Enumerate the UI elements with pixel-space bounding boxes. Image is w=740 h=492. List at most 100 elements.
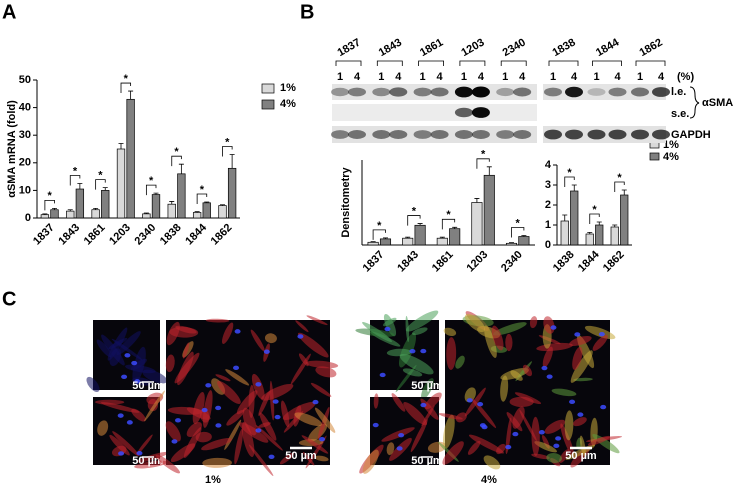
- blot-band: [348, 130, 366, 139]
- strain-label: 1861: [418, 36, 445, 59]
- blot-band: [430, 87, 449, 97]
- error-bar: [587, 232, 593, 234]
- error-bar: [562, 214, 568, 221]
- blot-band: [389, 130, 408, 139]
- significance-label: *: [225, 136, 230, 148]
- cell: [202, 457, 232, 468]
- nucleus: [538, 430, 545, 435]
- cell: [100, 402, 140, 413]
- significance-label: *: [124, 73, 129, 85]
- significance-bracket: [564, 176, 575, 187]
- cell: [383, 317, 397, 327]
- blot-band: [608, 129, 627, 140]
- blot-band: [544, 129, 562, 140]
- cell: [373, 393, 379, 409]
- cell: [248, 444, 274, 477]
- cell: [386, 348, 412, 357]
- cell: [564, 410, 574, 441]
- strain-label: 1837: [335, 36, 362, 59]
- x-tick-label: 1837: [361, 249, 387, 275]
- cell: [542, 346, 553, 368]
- cell: [410, 419, 428, 453]
- nucleus: [319, 436, 326, 442]
- nucleus: [577, 412, 584, 417]
- bar: [101, 190, 110, 219]
- strain-label: 1862: [637, 36, 664, 59]
- cell: [236, 390, 258, 415]
- cell: [259, 412, 277, 441]
- legend-label: 1%: [663, 139, 679, 151]
- bar: [471, 202, 483, 246]
- scale-bar-label: 50 µm: [411, 455, 443, 467]
- nucleus: [121, 374, 128, 379]
- nucleus: [409, 348, 416, 354]
- significance-bracket: [407, 215, 421, 226]
- nucleus: [384, 326, 391, 332]
- cell: [297, 332, 329, 358]
- cell: [467, 440, 481, 455]
- row-label: l.e.: [671, 86, 686, 98]
- row-label: GAPDH: [671, 129, 711, 141]
- error-bar: [521, 235, 527, 237]
- significance-label: *: [149, 175, 154, 187]
- legend-label: 1%: [280, 82, 296, 94]
- y-tick-label: 20: [19, 157, 31, 169]
- nucleus: [171, 439, 178, 444]
- cell: [464, 387, 476, 403]
- bar: [595, 224, 604, 246]
- cell: [165, 354, 175, 373]
- error-bar: [93, 207, 99, 210]
- nucleus: [297, 334, 304, 339]
- y-tick-label: 1: [545, 219, 551, 231]
- strain-label: 1843: [377, 36, 404, 59]
- bar: [66, 210, 75, 219]
- cell: [301, 435, 329, 454]
- y-tick-label: 40: [19, 102, 31, 114]
- nucleus: [124, 353, 131, 358]
- cell: [116, 331, 141, 355]
- cell: [202, 390, 213, 428]
- error-bar: [382, 237, 388, 239]
- nucleus: [215, 405, 222, 411]
- cell: [505, 417, 512, 455]
- nucleus: [481, 424, 488, 430]
- cell: [217, 380, 241, 404]
- nucleus: [215, 423, 222, 428]
- cell: [455, 355, 465, 369]
- legend-label: 4%: [663, 151, 679, 163]
- x-tick-label: 1838: [158, 222, 184, 248]
- cell: [543, 316, 555, 334]
- bar: [126, 98, 135, 219]
- error-bar: [77, 183, 83, 190]
- blot-band: [544, 87, 562, 97]
- cell: [175, 325, 197, 334]
- cell: [136, 434, 153, 455]
- cell: [279, 452, 295, 465]
- cell: [234, 428, 244, 465]
- nucleus: [546, 374, 553, 379]
- blot-band: [454, 86, 473, 98]
- cell: [131, 408, 146, 422]
- bar: [367, 241, 379, 246]
- lane-label: 1: [550, 71, 556, 83]
- significance-bracket: [614, 181, 625, 192]
- cell: [315, 366, 337, 378]
- error-bar: [42, 213, 48, 215]
- x-tick-label: 1843: [56, 222, 82, 248]
- nucleus: [598, 331, 605, 337]
- error-bar: [169, 201, 175, 205]
- significance-bracket: [196, 193, 208, 204]
- blot-band: [454, 107, 473, 118]
- y-tick-label: 50: [19, 74, 31, 86]
- bar: [414, 224, 426, 246]
- blot-band: [331, 87, 349, 97]
- nucleus: [234, 329, 241, 334]
- bar: [570, 190, 579, 246]
- x-tick-label: 1844: [576, 248, 602, 274]
- significance-label: *: [377, 220, 382, 232]
- significance-label: *: [73, 165, 78, 177]
- cell: [310, 382, 332, 397]
- nucleus: [126, 420, 133, 425]
- cell: [134, 460, 168, 469]
- y-tick-label: 3: [545, 179, 551, 191]
